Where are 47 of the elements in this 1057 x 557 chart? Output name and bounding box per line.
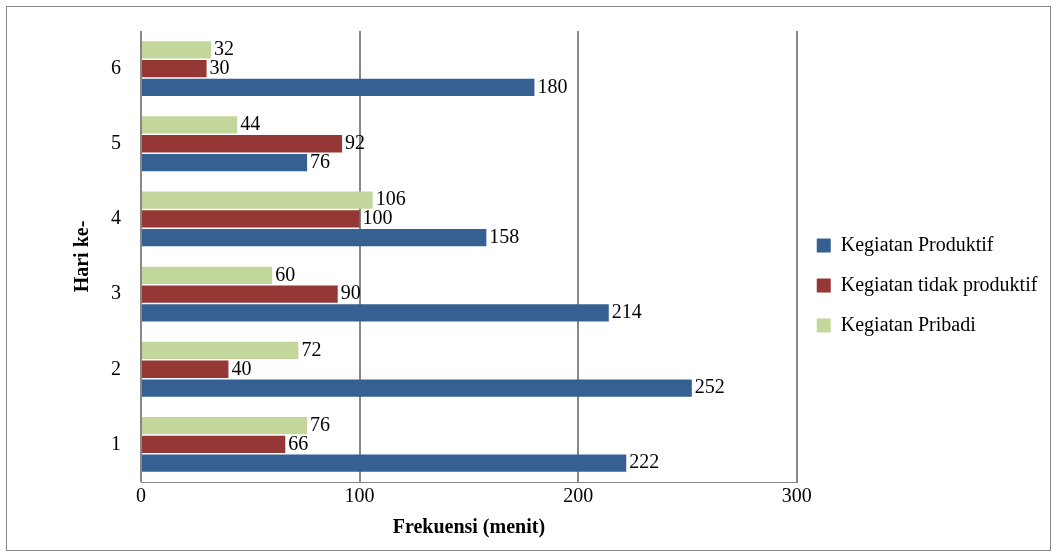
- bar: [142, 341, 299, 360]
- bar: [142, 41, 211, 59]
- bar: [142, 210, 360, 228]
- y-tick-label: 3: [111, 281, 121, 304]
- data-label: 76: [310, 149, 331, 172]
- data-label: 66: [288, 431, 309, 454]
- x-tick-label: 300: [781, 484, 812, 507]
- bar: [142, 454, 627, 472]
- bar: [142, 360, 229, 378]
- x-tick-label: 200: [563, 484, 594, 507]
- bar: [142, 116, 238, 134]
- bar: [142, 191, 373, 209]
- data-label: 92: [345, 131, 366, 153]
- data-label: 158: [489, 224, 520, 247]
- y-axis-title: Hari ke-: [70, 220, 93, 293]
- y-tick-label: 1: [111, 431, 121, 454]
- bar: [142, 416, 308, 435]
- legend-label: Kegiatan tidak produktif: [840, 272, 1038, 296]
- bar: [142, 304, 609, 322]
- data-label: 60: [275, 262, 296, 285]
- y-tick-label: 2: [111, 356, 121, 379]
- data-label: 214: [611, 300, 642, 323]
- x-axis-title: Frekuensi (menit): [392, 515, 546, 539]
- bar: [142, 59, 207, 78]
- bar: [142, 78, 535, 97]
- data-label: 180: [537, 74, 568, 97]
- data-label: 252: [694, 375, 725, 398]
- data-label: 76: [310, 412, 331, 435]
- y-tick-label: 5: [111, 131, 121, 153]
- x-tick-label: 0: [136, 484, 146, 507]
- bar: [142, 229, 487, 247]
- bar: [142, 153, 308, 172]
- data-label: 72: [301, 337, 322, 360]
- data-label: 44: [240, 112, 261, 135]
- x-tick-label: 100: [344, 484, 375, 507]
- y-tick-label: 6: [111, 55, 121, 78]
- legend-label: Kegiatan Produktif: [840, 232, 994, 256]
- bar: [142, 435, 286, 454]
- bar: [142, 135, 343, 153]
- legend-label: Kegiatan Pribadi: [840, 312, 977, 336]
- bar: [142, 379, 692, 397]
- data-label: 222: [629, 450, 660, 473]
- data-label: 40: [231, 356, 252, 379]
- bar: [142, 266, 273, 284]
- data-label: 90: [340, 281, 361, 304]
- y-tick-label: 4: [111, 206, 121, 229]
- bar: [142, 285, 338, 303]
